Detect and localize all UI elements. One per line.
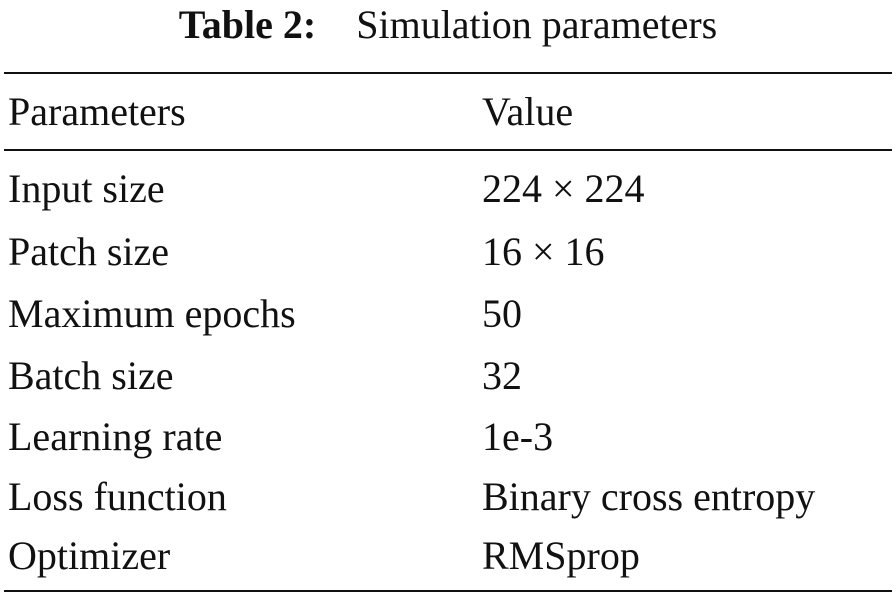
value-cell: 32 [482, 353, 522, 398]
table-caption-title: Simulation parameters [356, 2, 718, 47]
table-caption-gap [326, 2, 346, 47]
table-bottom-rule [4, 590, 892, 592]
parameter-cell: Optimizer [8, 533, 171, 578]
value-cell: 50 [482, 291, 522, 336]
parameter-cell: Learning rate [8, 414, 223, 459]
value-cell: RMSprop [482, 533, 640, 578]
value-cell: Binary cross entropy [482, 474, 816, 519]
parameter-cell: Batch size [8, 353, 174, 398]
table-row: Learning rate 1e-3 [8, 406, 892, 468]
parameter-cell: Input size [8, 166, 165, 211]
table-caption: Table 2: Simulation parameters [0, 0, 896, 52]
parameter-cell: Maximum epochs [8, 291, 296, 336]
table-row: Batch size 32 [8, 345, 892, 407]
table-row: Input size 224 × 224 [8, 158, 892, 220]
table-caption-label: Table 2: [178, 2, 317, 47]
table-row: Maximum epochs 50 [8, 283, 892, 345]
parameter-cell: Patch size [8, 229, 170, 274]
table-row: Loss function Binary cross entropy [8, 466, 892, 528]
table-header-rule [4, 149, 892, 151]
value-cell: 224 × 224 [482, 166, 645, 211]
table-row: Optimizer RMSprop [8, 525, 892, 587]
value-cell: 16 × 16 [482, 229, 605, 274]
header-value: Value [482, 89, 574, 134]
value-cell: 1e-3 [482, 414, 554, 459]
table-top-rule [4, 72, 892, 74]
table-header-row: Parameters Value [8, 81, 892, 143]
header-parameters: Parameters [8, 89, 186, 134]
table-row: Patch size 16 × 16 [8, 221, 892, 283]
parameter-cell: Loss function [8, 474, 227, 519]
